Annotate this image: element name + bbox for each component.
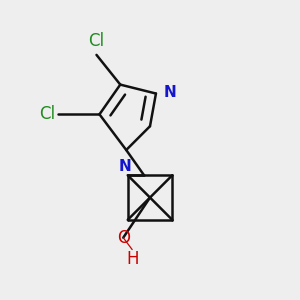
Text: Cl: Cl [39,105,55,123]
Text: N: N [118,159,131,174]
Text: N: N [164,85,176,100]
Text: H: H [126,250,138,268]
Text: O: O [117,229,130,247]
Text: Cl: Cl [88,32,105,50]
